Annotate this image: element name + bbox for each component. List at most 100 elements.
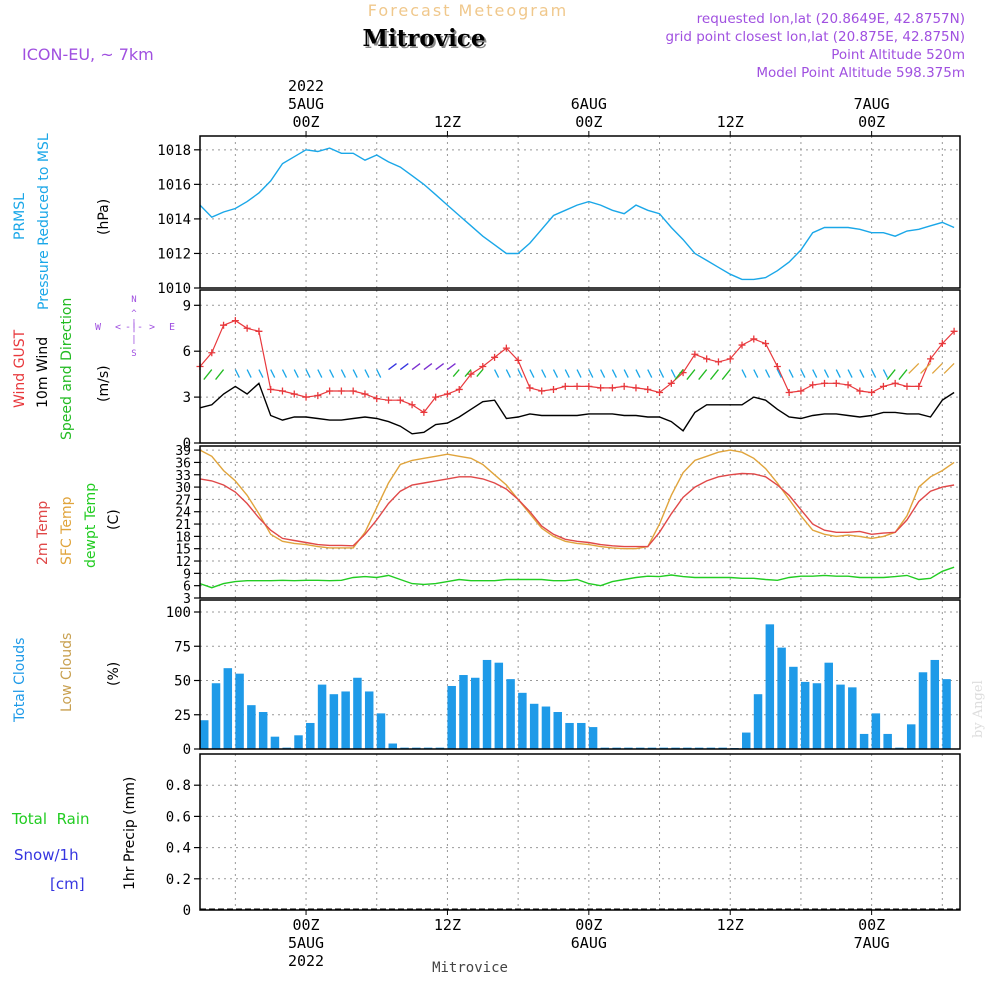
gust-point (538, 387, 546, 395)
wind-direction-arrow (898, 369, 908, 380)
total-cloud-bar (765, 624, 775, 749)
bottom-time-label: 00Z (292, 916, 319, 934)
total-cloud-bar (871, 713, 881, 749)
credit-watermark: by Angel (971, 680, 986, 738)
clouds-label-low: Low Clouds (59, 633, 75, 712)
total-cloud-bar (341, 691, 350, 749)
gust-point (891, 379, 899, 387)
wind-direction-arrow (270, 369, 276, 378)
temp-2m-line (199, 472, 955, 548)
wind-direction-arrow (505, 369, 511, 378)
gust-point (632, 384, 640, 392)
wind-direction-arrow (588, 369, 594, 378)
total-cloud-bar (824, 662, 833, 749)
clouds-frame (199, 599, 961, 750)
gust-point (809, 381, 817, 389)
wind-direction-arrow (823, 369, 830, 378)
gust-point (585, 382, 593, 390)
wind-direction-arrow (447, 363, 456, 371)
wind-direction-arrow (908, 362, 920, 374)
gust-point (467, 370, 475, 378)
location-title: Mitrovice (362, 25, 485, 52)
bottom-time-label: 7AUG (854, 934, 890, 952)
total-cloud-bar (906, 724, 916, 749)
gust-point (255, 327, 263, 335)
wind-direction-arrow (452, 369, 460, 377)
gust-point (561, 382, 569, 390)
pressure-frame (199, 135, 961, 289)
y-tick-label: 0 (183, 436, 191, 452)
wind-direction-arrow (670, 369, 676, 378)
y-tick-label: 27 (175, 493, 191, 508)
pressure-y-ticks: 1010 1012 1014 1016 1018 (157, 143, 200, 297)
gust-point (714, 358, 722, 366)
gust-point (832, 379, 840, 387)
gust-point (656, 389, 664, 397)
total-cloud-bar (329, 694, 339, 749)
bottom-time-label: 00Z (858, 916, 885, 934)
wind-direction-arrow (686, 369, 696, 380)
y-tick-label: 30 (175, 481, 191, 496)
wind-unit: (m/s) (96, 365, 112, 402)
compass-glyph-n: ^ (131, 309, 137, 319)
wind-direction-arrow (920, 362, 932, 374)
gust-point (738, 341, 746, 349)
wind-direction-arrow (493, 369, 500, 378)
pressure-gridlines (200, 136, 960, 289)
total-cloud-bar (376, 713, 386, 749)
total-cloud-bar (529, 703, 539, 749)
gust-point (314, 392, 322, 400)
gust-point (915, 382, 923, 390)
total-cloud-bar (471, 677, 480, 749)
precip-panel: 0.2 0.4 0.6 0.8 0 Total Rain Snow/1h [cm] 1h… (11, 753, 961, 919)
wind-direction-arrow (329, 369, 335, 378)
clouds-plot (200, 624, 951, 749)
product-title: Forecast Meteogram (368, 1, 568, 20)
gust-point (691, 350, 699, 358)
total-cloud-bar (306, 722, 315, 749)
gust-point (302, 393, 310, 401)
total-cloud-bar (577, 722, 586, 749)
y-tick-label: 1010 (157, 281, 191, 297)
wind-direction-arrow (812, 369, 818, 378)
gust-point (408, 401, 416, 409)
gust-point (750, 335, 758, 343)
wind-direction-arrow (623, 369, 629, 378)
temperature-gridlines (200, 446, 960, 599)
footer-location: Mitrovice (432, 960, 508, 976)
gust-point (526, 384, 534, 392)
wind-direction-arrow (800, 369, 806, 378)
total-cloud-bar (506, 679, 515, 749)
gust-point (620, 382, 628, 390)
clouds-panel: 0 25 50 75 100 Total Clouds Low Clouds (%) (12, 599, 961, 758)
wind-direction-arrow (364, 369, 370, 378)
wind-direction-arrow (943, 362, 955, 374)
pressure-label-1: PRMSL (12, 193, 28, 240)
wind-direction-arrow (293, 369, 299, 378)
y-tick-label: 1018 (157, 143, 191, 159)
wind-direction-arrow (886, 369, 896, 380)
top-time-label: 2022 (288, 77, 324, 95)
wind-direction-arrow (234, 369, 240, 378)
clouds-unit: (%) (106, 662, 122, 686)
gust-point (361, 390, 369, 398)
gust-point (608, 384, 616, 392)
temp-label-sfc: SFC Temp (59, 496, 75, 565)
gust-point (597, 384, 605, 392)
wind-direction-arrow (203, 369, 213, 380)
gust-point (290, 390, 298, 398)
bottom-time-label: 5AUG (288, 934, 324, 952)
gust-line (199, 319, 955, 414)
bottom-time-label: 00Z (575, 916, 602, 934)
y-tick-label: 12 (175, 555, 191, 570)
gust-point (549, 385, 557, 393)
sfc-temp-line (199, 449, 955, 550)
gust-point (773, 363, 781, 370)
total-cloud-bar (553, 712, 562, 749)
compass-s: S (131, 349, 136, 359)
precip-label-snow: Snow/1h (14, 846, 79, 864)
y-tick-label: 24 (175, 506, 191, 521)
y-tick-label: 9 (183, 567, 191, 582)
gust-point (396, 396, 404, 404)
